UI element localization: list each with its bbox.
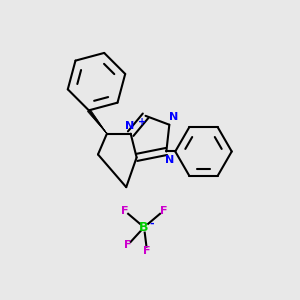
Text: N: N [165,155,174,165]
Text: +: + [138,117,146,128]
Text: F: F [121,206,128,216]
Text: F: F [160,206,167,216]
Text: F: F [124,240,131,250]
Text: N: N [169,112,178,122]
Text: B: B [139,221,149,234]
Text: -: - [149,219,154,229]
Text: F: F [143,246,151,256]
Text: N: N [124,121,134,131]
